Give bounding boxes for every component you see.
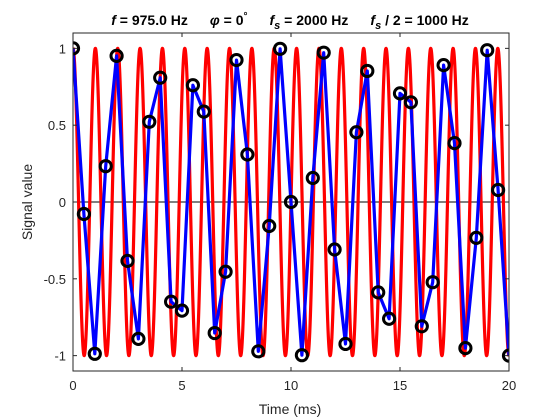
sample-marker — [218, 264, 233, 279]
sample-marker — [207, 325, 222, 341]
y-tick-label: -1 — [54, 349, 66, 364]
x-tick-label: 20 — [502, 378, 516, 393]
y-tick-label: -0.5 — [44, 272, 66, 287]
sample-marker — [491, 182, 506, 198]
sample-marker — [262, 218, 277, 234]
sample-marker — [305, 170, 320, 186]
sample-marker — [76, 206, 92, 222]
sample-marker — [87, 346, 102, 361]
sample-marker — [229, 52, 244, 68]
title-nyquist-symbol: f — [370, 12, 376, 28]
title-fs-value: = 2000 Hz — [280, 12, 348, 28]
sample-marker — [349, 125, 364, 140]
sample-marker — [371, 285, 386, 300]
sample-marker — [469, 230, 484, 245]
title-nyquist-subscript: s — [375, 20, 381, 32]
sample-marker — [458, 341, 473, 356]
sample-marker — [109, 48, 124, 63]
y-tick-label: 1 — [59, 41, 66, 56]
x-axis-ticks: 0 5 10 15 20 — [69, 33, 516, 393]
title-f-symbol: f — [111, 12, 117, 28]
sample-marker — [294, 348, 309, 363]
x-tick-label: 15 — [393, 378, 407, 393]
x-tick-label: 10 — [284, 378, 298, 393]
sample-marker — [185, 78, 200, 93]
title-phi-unit: ° — [244, 11, 248, 22]
y-axis-label: Signal value — [19, 164, 35, 240]
sample-marker — [174, 303, 190, 318]
title-f-value: = 975.0 Hz — [116, 12, 188, 28]
sample-marker — [338, 336, 353, 352]
sample-marker — [131, 331, 146, 346]
x-tick-label: 5 — [178, 378, 185, 393]
sample-marker — [196, 104, 211, 119]
sample-marker — [425, 275, 440, 290]
sampled-signal-line — [73, 47, 509, 357]
plot-area — [73, 41, 509, 363]
y-axis-ticks: 1 0.5 0 -0.5 -1 — [44, 41, 509, 364]
sample-marker — [436, 58, 451, 73]
sample-marker — [392, 86, 408, 101]
title-phi-symbol: φ — [210, 12, 220, 28]
sample-marker — [403, 95, 418, 110]
sample-markers — [73, 41, 509, 363]
sample-marker — [153, 70, 168, 85]
sample-marker — [120, 253, 135, 268]
y-tick-label: 0 — [59, 195, 66, 210]
sample-marker — [273, 41, 288, 56]
sample-marker — [414, 319, 429, 334]
sample-marker — [360, 63, 375, 79]
sample-marker — [251, 344, 266, 359]
sample-marker — [480, 43, 495, 58]
chart-title: f = 975.0 Hz φ = 0° fs = 2000 Hz fs / 2 = 1… — [111, 11, 469, 32]
sample-marker — [283, 194, 299, 210]
sample-marker — [447, 136, 462, 151]
sample-marker — [164, 294, 179, 309]
y-tick-label: 0.5 — [48, 118, 66, 133]
title-fs-symbol: f — [270, 12, 276, 28]
sample-marker — [98, 159, 113, 174]
sample-marker — [382, 311, 397, 326]
title-phi-value: = 0 — [220, 12, 244, 28]
x-tick-label: 0 — [69, 378, 76, 393]
title-fs-subscript: s — [274, 20, 280, 32]
sample-marker — [327, 242, 342, 257]
sample-marker — [316, 45, 331, 60]
x-axis-label: Time (ms) — [259, 401, 321, 417]
title-nyquist-value: / 2 = 1000 Hz — [381, 12, 469, 28]
sample-marker — [142, 114, 157, 129]
sample-marker — [240, 147, 255, 162]
